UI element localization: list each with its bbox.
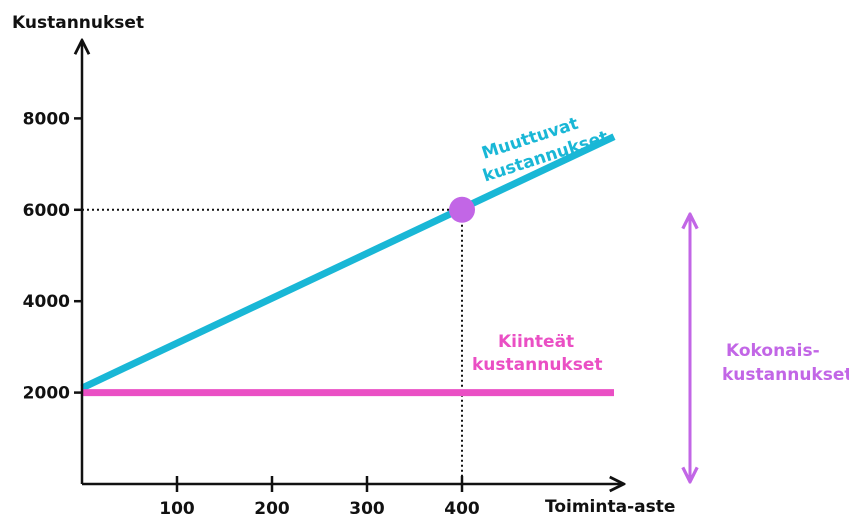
- x-tick-label: 100: [159, 499, 195, 519]
- x-tick-label: 300: [349, 499, 385, 519]
- total-cost-label: Kokonais- kustannukset: [722, 341, 849, 385]
- y-axis-title: Kustannukset: [12, 13, 144, 33]
- x-axis-title: Toiminta-aste: [545, 497, 675, 517]
- variable-cost-label: Muuttuvat kustannukset: [474, 106, 611, 186]
- y-tick-label: 8000: [23, 109, 70, 129]
- variable-cost-line: [80, 133, 616, 392]
- x-tick-label: 200: [254, 499, 290, 519]
- highlight-point: [449, 196, 475, 223]
- highlight-layer: [449, 196, 475, 223]
- y-tick-label: 6000: [23, 201, 70, 221]
- y-tick-label: 4000: [23, 292, 70, 312]
- x-tick-label: 400: [444, 499, 480, 519]
- x-ticks: 100 200 300 400: [159, 476, 480, 519]
- guide-lines: [82, 208, 463, 484]
- series-lines: [80, 133, 616, 397]
- y-ticks: 2000 4000 6000 8000: [23, 109, 82, 404]
- fixed-cost-label: Kiinteät kustannukset: [472, 332, 603, 375]
- y-tick-label: 2000: [23, 384, 70, 404]
